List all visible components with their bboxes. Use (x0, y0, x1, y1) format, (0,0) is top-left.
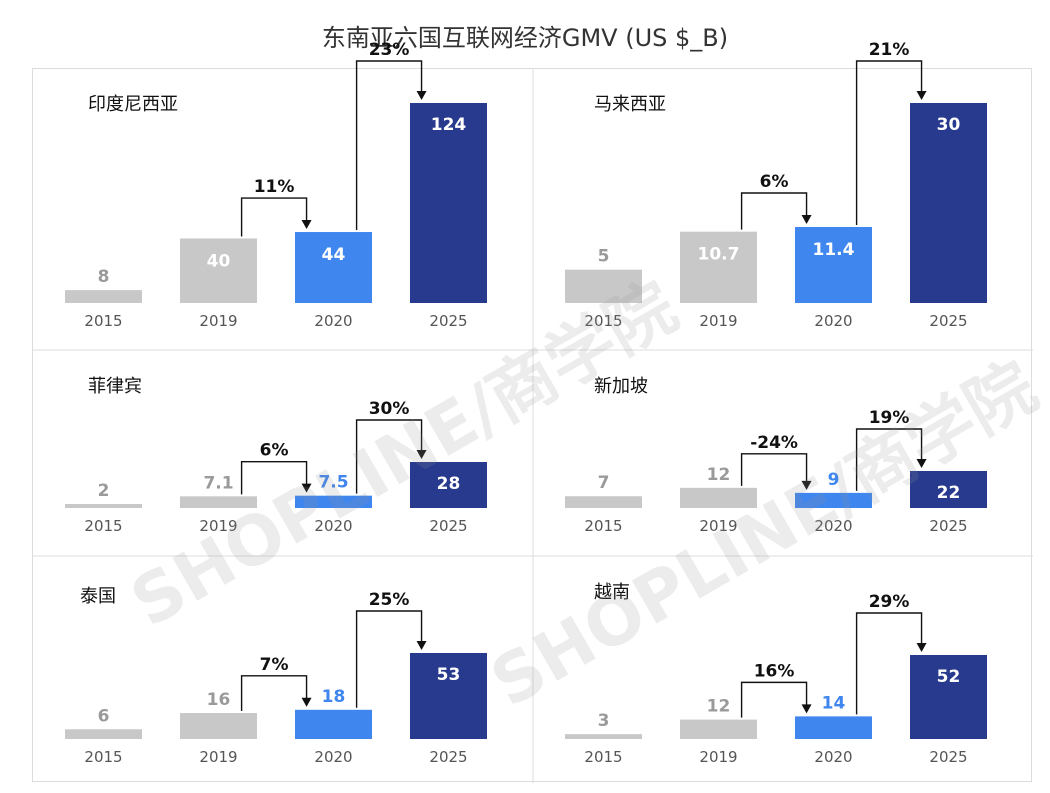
panel-title: 越南 (594, 582, 630, 603)
panel-title: 马来西亚 (594, 94, 666, 115)
panel-title: 印度尼西亚 (88, 94, 178, 115)
chart-grid (32, 68, 1033, 783)
grid-lines (33, 69, 1033, 783)
panel-title: 菲律宾 (88, 376, 142, 397)
panel-title: 新加坡 (594, 376, 648, 397)
panel-title: 泰国 (80, 586, 116, 607)
chart-title: 东南亚六国互联网经济GMV (US $_B) (321, 24, 729, 52)
